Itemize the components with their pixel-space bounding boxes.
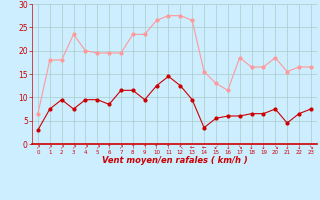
X-axis label: Vent moyen/en rafales ( km/h ): Vent moyen/en rafales ( km/h ) — [101, 156, 247, 165]
